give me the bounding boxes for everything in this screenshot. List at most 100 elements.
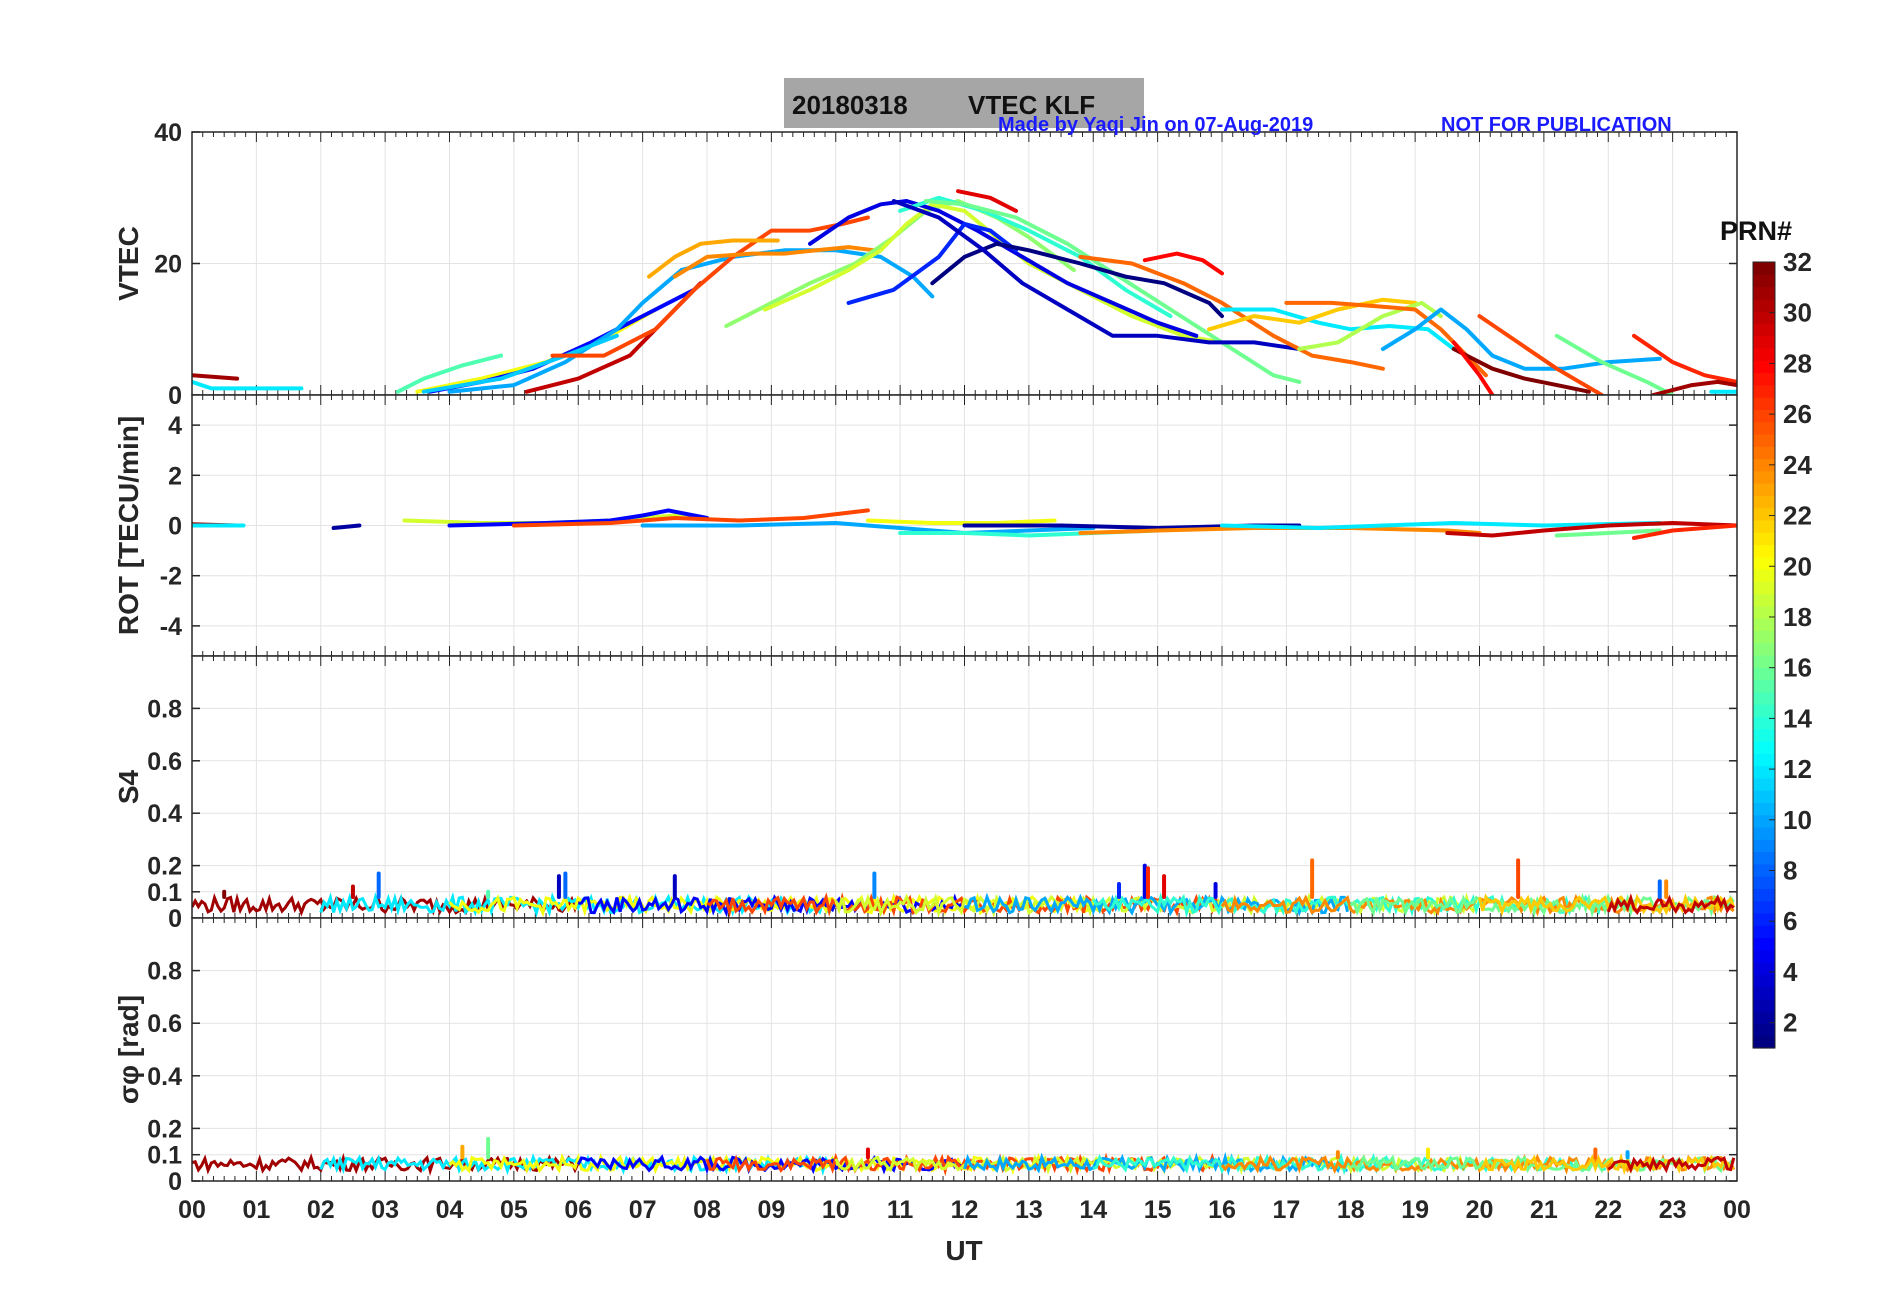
- colorbar-swatch: [1753, 262, 1775, 275]
- colorbar-tick-label: 4: [1783, 957, 1798, 987]
- colorbar-swatch: [1753, 790, 1775, 803]
- x-tick-label: 14: [1079, 1196, 1107, 1224]
- panel-4: 00.10.2 0.4 0.6 0.8σφ [rad]: [113, 917, 1738, 1196]
- x-tick-label: 04: [436, 1196, 464, 1224]
- figure-header: 20180318 VTEC KLF Made by Yaqi Jin on 07…: [784, 78, 1672, 136]
- colorbar-swatch: [1753, 998, 1775, 1012]
- baseline-prn-22: [1478, 893, 1736, 917]
- series-prn-12: [1220, 521, 1662, 530]
- colorbar-tick-label: 20: [1783, 551, 1812, 581]
- series-prn-6: [846, 222, 1018, 305]
- x-tick-label: 16: [1208, 1196, 1236, 1224]
- colorbar-tick-label: 32: [1783, 247, 1812, 277]
- series-prn-16: [1554, 333, 1675, 395]
- colorbar-swatch: [1753, 691, 1775, 705]
- colorbar-tick-label: 28: [1783, 348, 1812, 378]
- series-prn-30: [1445, 521, 1737, 538]
- baseline-prn-24: [1220, 1153, 1736, 1175]
- y-tick-label: 0.6: [147, 748, 182, 776]
- y-tick-label: 20: [154, 251, 182, 279]
- credit-text: Made by Yaqi Jin on 07-Aug-2019: [998, 114, 1313, 136]
- series-prn-22: [1207, 297, 1418, 332]
- colorbar-swatch: [1753, 777, 1775, 791]
- colorbar-swatch: [1753, 1035, 1775, 1049]
- y-tick-label: 0.8: [147, 958, 182, 986]
- x-tick-label: 21: [1530, 1196, 1558, 1224]
- y-tick-label: 0.1: [147, 1142, 182, 1170]
- colorbar-swatch: [1753, 470, 1775, 484]
- series-prn-18: [1297, 300, 1443, 351]
- x-tick-label: 08: [693, 1196, 721, 1224]
- x-tick-label: 02: [307, 1196, 335, 1224]
- series-prn-29: [956, 189, 1018, 213]
- colorbar-swatch: [1753, 876, 1775, 889]
- series-prn-2: [331, 523, 362, 530]
- data-layer: [192, 1136, 1736, 1177]
- series-prn-23: [647, 238, 780, 279]
- y-tick-label: 40: [154, 119, 182, 147]
- colorbar-tick-label: 24: [1783, 450, 1812, 480]
- x-tick-label: 07: [629, 1196, 657, 1224]
- colorbar-swatch: [1753, 642, 1775, 656]
- colorbar-frame: [1752, 261, 1776, 1049]
- x-tick-label: 17: [1272, 1196, 1300, 1224]
- series-prn-32: [1451, 347, 1591, 394]
- panel-frame: [191, 917, 1738, 1182]
- x-tick-label: 19: [1401, 1196, 1429, 1224]
- baseline-prn-31: [192, 1152, 580, 1176]
- y-axis-label: VTEC: [113, 226, 144, 301]
- colorbar-swatch: [1753, 458, 1775, 472]
- colorbar-swatch: [1753, 360, 1775, 374]
- y-axis-label: ROT [TECU/min]: [113, 416, 144, 635]
- colorbar-swatch: [1753, 716, 1775, 730]
- x-axis-label: UT: [945, 1235, 982, 1266]
- colorbar-tick-label: 16: [1783, 653, 1812, 683]
- series-prn-27: [1632, 333, 1737, 384]
- colorbar-swatch: [1753, 372, 1775, 386]
- colorbar-swatch: [1753, 863, 1775, 877]
- y-tick-label: 0: [168, 905, 182, 933]
- colorbar-swatch: [1753, 323, 1775, 337]
- colorbar-swatch: [1753, 851, 1775, 865]
- x-tick-label: 06: [564, 1196, 592, 1224]
- colorbar-swatch: [1753, 900, 1775, 914]
- x-tick-label: 23: [1659, 1196, 1687, 1224]
- series-prn-14: [898, 195, 1173, 319]
- x-tick-label: 09: [757, 1196, 785, 1224]
- x-tick-label: 15: [1144, 1196, 1172, 1224]
- colorbar-tick-label: 22: [1783, 501, 1812, 531]
- colorbar-tick-label: 8: [1783, 856, 1797, 886]
- y-tick-label: 0: [168, 513, 182, 541]
- x-tick-label: 00: [178, 1196, 206, 1224]
- colorbar-swatch: [1753, 311, 1775, 325]
- series-prn-20: [865, 518, 1057, 525]
- y-tick-label: 0.8: [147, 695, 182, 723]
- series-prn-19: [762, 202, 1224, 345]
- baseline-prn-22: [1478, 1152, 1735, 1176]
- colorbar-swatch: [1753, 974, 1775, 988]
- panel-1: 0 20 40 VTEC: [113, 119, 1738, 410]
- colorbar-swatch: [1753, 409, 1775, 423]
- colorbar-swatch: [1753, 335, 1775, 349]
- colorbar-swatch: [1753, 740, 1775, 754]
- series-prn-27: [1632, 523, 1737, 540]
- x-tick-label: 18: [1337, 1196, 1365, 1224]
- colorbar-swatch: [1753, 655, 1775, 668]
- colorbar-tick-label: 6: [1783, 906, 1797, 936]
- series-prn-24: [672, 245, 877, 279]
- colorbar-swatch: [1753, 728, 1775, 742]
- y-tick-label: -4: [160, 613, 182, 641]
- y-tick-label: 0.1: [147, 879, 182, 907]
- colorbar-swatch: [1753, 826, 1775, 840]
- series-prn-12: [1220, 307, 1456, 351]
- colorbar-tick-label: 26: [1783, 399, 1812, 429]
- series-prn-26: [1477, 314, 1604, 395]
- series-prn-28: [1142, 251, 1224, 276]
- notice-text: NOT FOR PUBLICATION: [1441, 114, 1672, 136]
- y-tick-label: 0: [168, 1168, 182, 1196]
- colorbar-swatch: [1753, 839, 1775, 853]
- colorbar-swatch: [1753, 667, 1775, 681]
- x-tick-label: 05: [500, 1196, 528, 1224]
